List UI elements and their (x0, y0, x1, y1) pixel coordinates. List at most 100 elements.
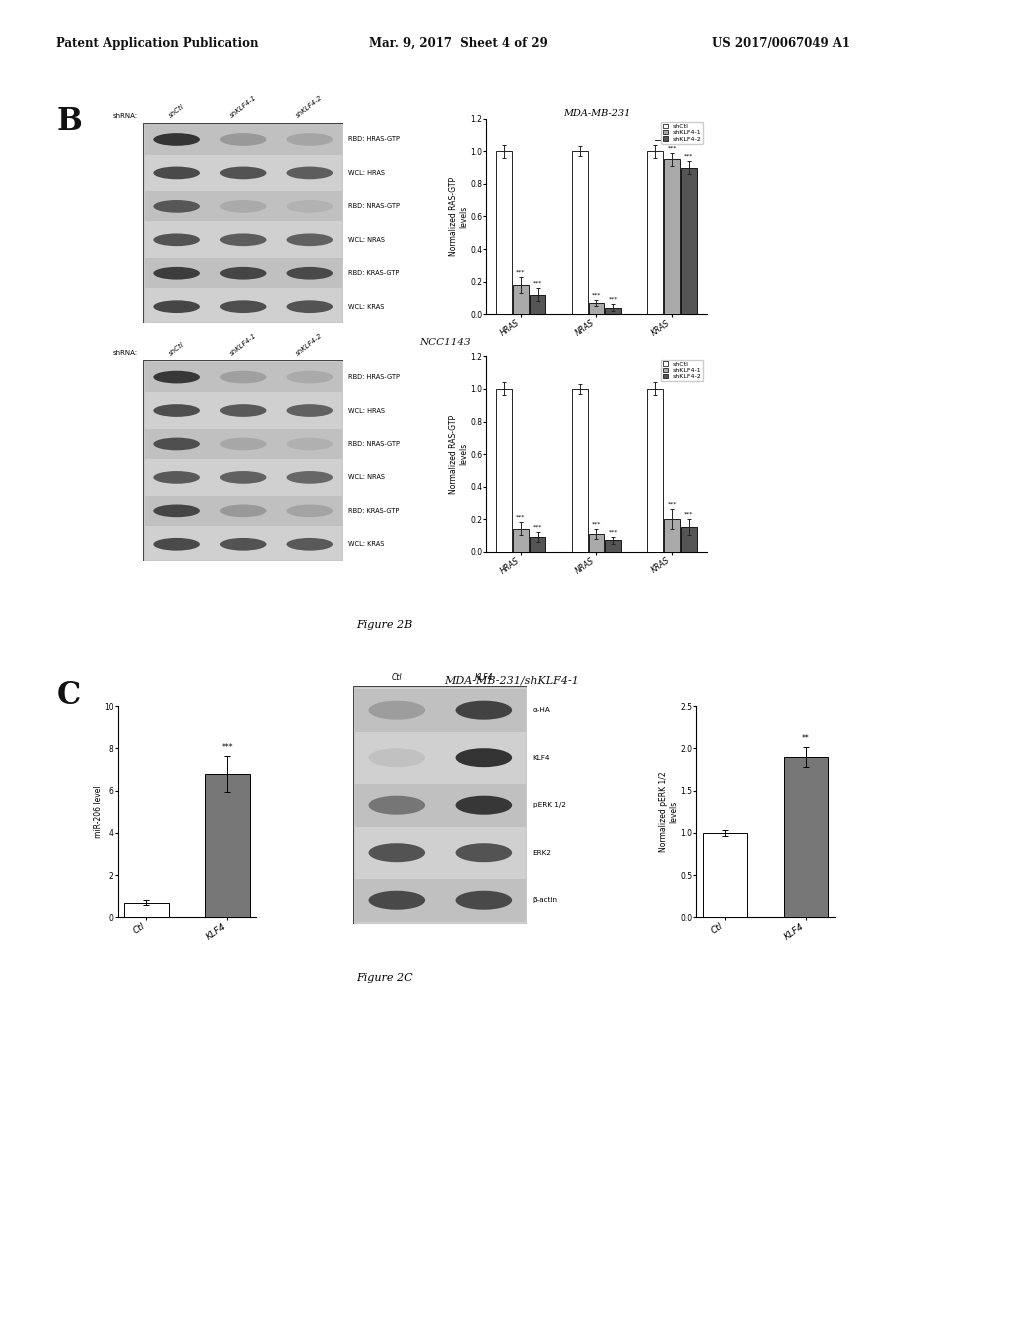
Bar (572, 152, 588, 314)
Text: **: ** (802, 734, 810, 743)
Bar (665, 519, 680, 552)
Text: ***: *** (608, 297, 617, 302)
Text: WCL: KRAS: WCL: KRAS (348, 304, 385, 310)
Text: ERK2: ERK2 (532, 850, 552, 855)
Text: WCL: HRAS: WCL: HRAS (348, 408, 385, 413)
Ellipse shape (369, 891, 425, 909)
Bar (605, 308, 621, 314)
Text: WCL: NRAS: WCL: NRAS (348, 474, 385, 480)
Ellipse shape (287, 234, 333, 246)
Text: ***: *** (684, 153, 693, 158)
Ellipse shape (220, 201, 266, 213)
Text: ***: *** (608, 529, 617, 535)
Ellipse shape (154, 133, 200, 145)
Bar (497, 389, 512, 552)
Bar (144, 396, 342, 425)
Ellipse shape (287, 471, 333, 483)
Ellipse shape (456, 891, 512, 909)
Bar (529, 537, 546, 552)
Legend: shCtl, shKLF4-1, shKLF4-2: shCtl, shKLF4-1, shKLF4-2 (660, 121, 703, 144)
Bar (605, 540, 621, 552)
Text: Figure 2B: Figure 2B (356, 620, 412, 631)
Ellipse shape (220, 267, 266, 280)
Text: Figure 2C: Figure 2C (355, 973, 413, 983)
Bar (513, 529, 528, 552)
Ellipse shape (154, 504, 200, 517)
Ellipse shape (287, 301, 333, 313)
Ellipse shape (220, 504, 266, 517)
Ellipse shape (154, 371, 200, 383)
Bar (144, 224, 342, 255)
Text: shCtl: shCtl (168, 341, 185, 356)
Text: shKLF4-1: shKLF4-1 (228, 94, 258, 119)
Legend: shCtl, shKLF4-1, shKLF4-2: shCtl, shKLF4-1, shKLF4-2 (660, 359, 703, 381)
Ellipse shape (154, 438, 200, 450)
Text: RBD: KRAS-GTP: RBD: KRAS-GTP (348, 508, 399, 513)
Bar (572, 389, 588, 552)
Text: α-HA: α-HA (532, 708, 551, 713)
Text: shKLF4-2: shKLF4-2 (295, 331, 325, 356)
Ellipse shape (154, 539, 200, 550)
Y-axis label: miR-206 level: miR-206 level (93, 785, 102, 838)
Text: RBD: NRAS-GTP: RBD: NRAS-GTP (348, 441, 400, 447)
Bar (144, 496, 342, 525)
Ellipse shape (220, 133, 266, 145)
Ellipse shape (154, 201, 200, 213)
Text: RBD: KRAS-GTP: RBD: KRAS-GTP (348, 271, 399, 276)
Text: B: B (56, 106, 82, 136)
Text: WCL: HRAS: WCL: HRAS (348, 170, 385, 176)
Bar (144, 191, 342, 222)
Bar (144, 429, 342, 459)
Text: US 2017/0067049 A1: US 2017/0067049 A1 (712, 37, 850, 50)
Ellipse shape (287, 133, 333, 145)
Text: NCC1143: NCC1143 (420, 338, 471, 347)
Text: KLF4: KLF4 (474, 673, 494, 681)
Bar (144, 158, 342, 187)
Text: Ctl: Ctl (391, 673, 402, 681)
Ellipse shape (220, 404, 266, 417)
Ellipse shape (456, 843, 512, 862)
Bar (355, 784, 525, 826)
Bar (144, 259, 342, 288)
Text: pERK 1/2: pERK 1/2 (532, 803, 565, 808)
Text: RBD: NRAS-GTP: RBD: NRAS-GTP (348, 203, 400, 210)
Text: ***: *** (532, 281, 543, 285)
Text: ***: *** (592, 292, 601, 297)
Title: MDA-MB-231: MDA-MB-231 (563, 110, 630, 117)
Bar (647, 152, 664, 314)
Ellipse shape (220, 166, 266, 180)
Ellipse shape (220, 371, 266, 383)
Ellipse shape (456, 701, 512, 719)
Ellipse shape (220, 301, 266, 313)
Text: ***: *** (592, 521, 601, 527)
Bar (124, 903, 169, 917)
Text: ***: *** (684, 512, 693, 516)
Bar (497, 152, 512, 314)
Bar (589, 302, 604, 314)
Bar (355, 689, 525, 731)
Text: MDA-MB-231/shKLF4-1: MDA-MB-231/shKLF4-1 (444, 676, 580, 686)
Ellipse shape (154, 471, 200, 483)
Ellipse shape (456, 748, 512, 767)
Text: β-actin: β-actin (532, 898, 558, 903)
Ellipse shape (154, 234, 200, 246)
Bar (681, 168, 696, 314)
Text: ***: *** (668, 145, 677, 150)
Bar (144, 362, 342, 392)
Ellipse shape (369, 843, 425, 862)
Ellipse shape (369, 748, 425, 767)
Ellipse shape (287, 371, 333, 383)
Bar (205, 774, 250, 917)
Ellipse shape (154, 267, 200, 280)
Ellipse shape (220, 234, 266, 246)
Bar (702, 833, 748, 917)
Ellipse shape (287, 267, 333, 280)
Ellipse shape (220, 438, 266, 450)
Text: shCtl: shCtl (168, 103, 185, 119)
Ellipse shape (220, 471, 266, 483)
Bar (681, 528, 696, 552)
Text: C: C (56, 680, 81, 710)
Y-axis label: Normalized pERK 1/2
levels: Normalized pERK 1/2 levels (659, 771, 679, 853)
Text: ***: *** (221, 743, 233, 751)
Bar (529, 294, 546, 314)
